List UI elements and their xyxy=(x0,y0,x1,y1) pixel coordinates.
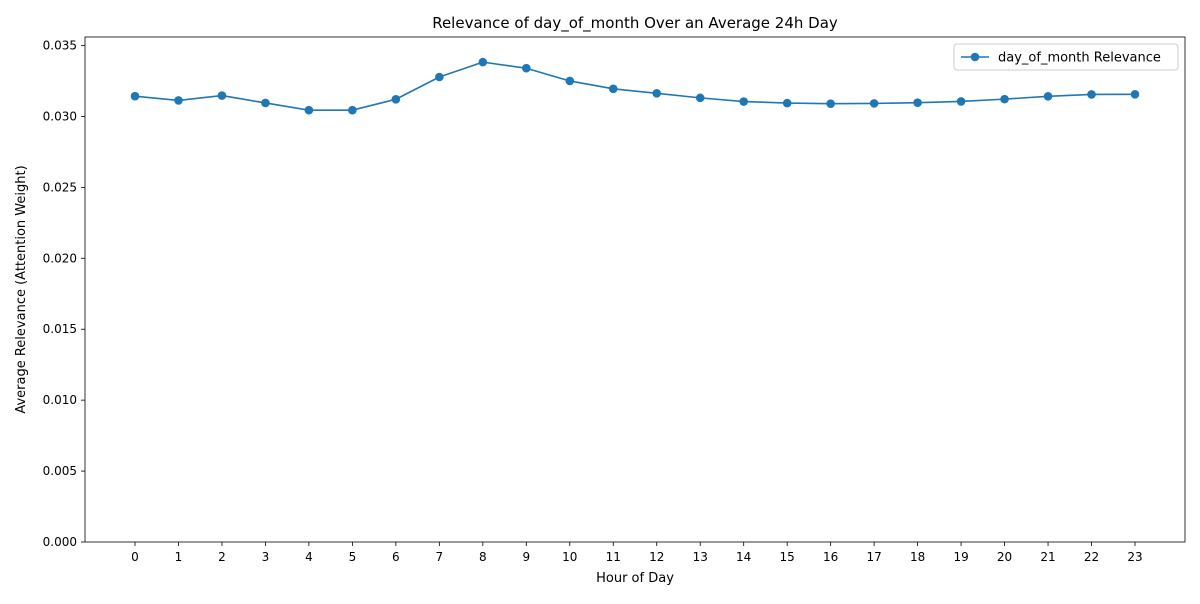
data-point xyxy=(608,84,618,94)
x-tick-label: 19 xyxy=(953,550,968,564)
series-layer xyxy=(130,57,1140,115)
data-point xyxy=(217,91,227,100)
chart-title: Relevance of day_of_month Over an Averag… xyxy=(432,14,838,33)
data-point xyxy=(478,57,488,67)
data-point xyxy=(261,98,270,108)
data-point xyxy=(913,98,922,107)
y-tick-label: 0.030 xyxy=(43,109,77,123)
x-tick-label: 11 xyxy=(606,550,621,564)
plot-area xyxy=(85,37,1185,542)
y-tick-label: 0.020 xyxy=(43,251,77,265)
x-tick-label: 18 xyxy=(910,550,925,564)
x-tick-label: 4 xyxy=(305,550,313,564)
data-point xyxy=(130,91,140,101)
y-tick-label: 0.010 xyxy=(43,393,77,407)
x-tick-label: 15 xyxy=(780,550,795,564)
x-tick-label: 6 xyxy=(392,550,400,564)
data-point xyxy=(782,98,792,108)
data-point xyxy=(435,72,444,82)
x-tick-label: 22 xyxy=(1084,550,1099,564)
x-tick-label: 5 xyxy=(349,550,357,564)
data-point xyxy=(565,76,575,86)
data-point xyxy=(1130,90,1140,99)
y-tick-label: 0.025 xyxy=(43,180,77,194)
data-point xyxy=(826,99,835,108)
x-tick-label: 20 xyxy=(997,550,1012,564)
data-point xyxy=(739,97,748,106)
x-tick-label: 3 xyxy=(262,550,270,564)
legend-box xyxy=(953,43,1179,71)
legend-label: day_of_month Relevance xyxy=(998,51,1161,66)
x-axis-label: Hour of Day xyxy=(596,571,674,586)
data-point xyxy=(304,105,314,115)
x-tick-label: 2 xyxy=(218,550,226,564)
data-point xyxy=(652,89,662,98)
data-point xyxy=(1087,90,1096,99)
legend-swatch-marker xyxy=(970,52,980,62)
y-axis-label: Average Relevance (Attention Weight) xyxy=(14,165,29,413)
x-tick-label: 14 xyxy=(736,550,751,564)
x-tick-label: 16 xyxy=(823,550,838,564)
data-point xyxy=(869,99,879,108)
data-point xyxy=(1000,94,1009,104)
y-tick-label: 0.015 xyxy=(43,322,77,336)
x-tick-label: 0 xyxy=(131,550,139,564)
data-point xyxy=(956,97,966,106)
data-point xyxy=(174,96,183,105)
data-point xyxy=(695,93,705,103)
x-tick-label: 17 xyxy=(866,550,881,564)
series-line xyxy=(134,61,1136,111)
y-axis: 0.000 0.005 0.010 0.015 0.020 0.025 0.030 0.035 xyxy=(43,39,85,549)
x-tick-label: 9 xyxy=(522,550,530,564)
data-point xyxy=(1043,91,1053,101)
x-tick-label: 12 xyxy=(649,550,664,564)
x-tick-label: 1 xyxy=(175,550,183,564)
y-tick-label: 0.035 xyxy=(43,39,77,53)
legend: day_of_month Relevance xyxy=(953,43,1179,71)
x-tick-label: 10 xyxy=(562,550,577,564)
x-tick-label: 8 xyxy=(479,550,487,564)
y-tick-label: 0.005 xyxy=(43,464,77,478)
x-tick-label: 7 xyxy=(436,550,444,564)
data-point xyxy=(348,105,357,115)
y-tick-label: 0.000 xyxy=(43,535,77,549)
x-tick-label: 13 xyxy=(693,550,708,564)
x-tick-label: 23 xyxy=(1127,550,1142,564)
x-tick-label: 21 xyxy=(1040,550,1055,564)
data-point xyxy=(522,63,531,73)
x-axis: 0 1 2 3 4 5 6 7 8 9 10 11 12 13 14 15 16 17 18 19 20 21 22 23 xyxy=(131,542,1143,564)
plot-frame xyxy=(84,36,1186,543)
data-point xyxy=(391,94,401,104)
